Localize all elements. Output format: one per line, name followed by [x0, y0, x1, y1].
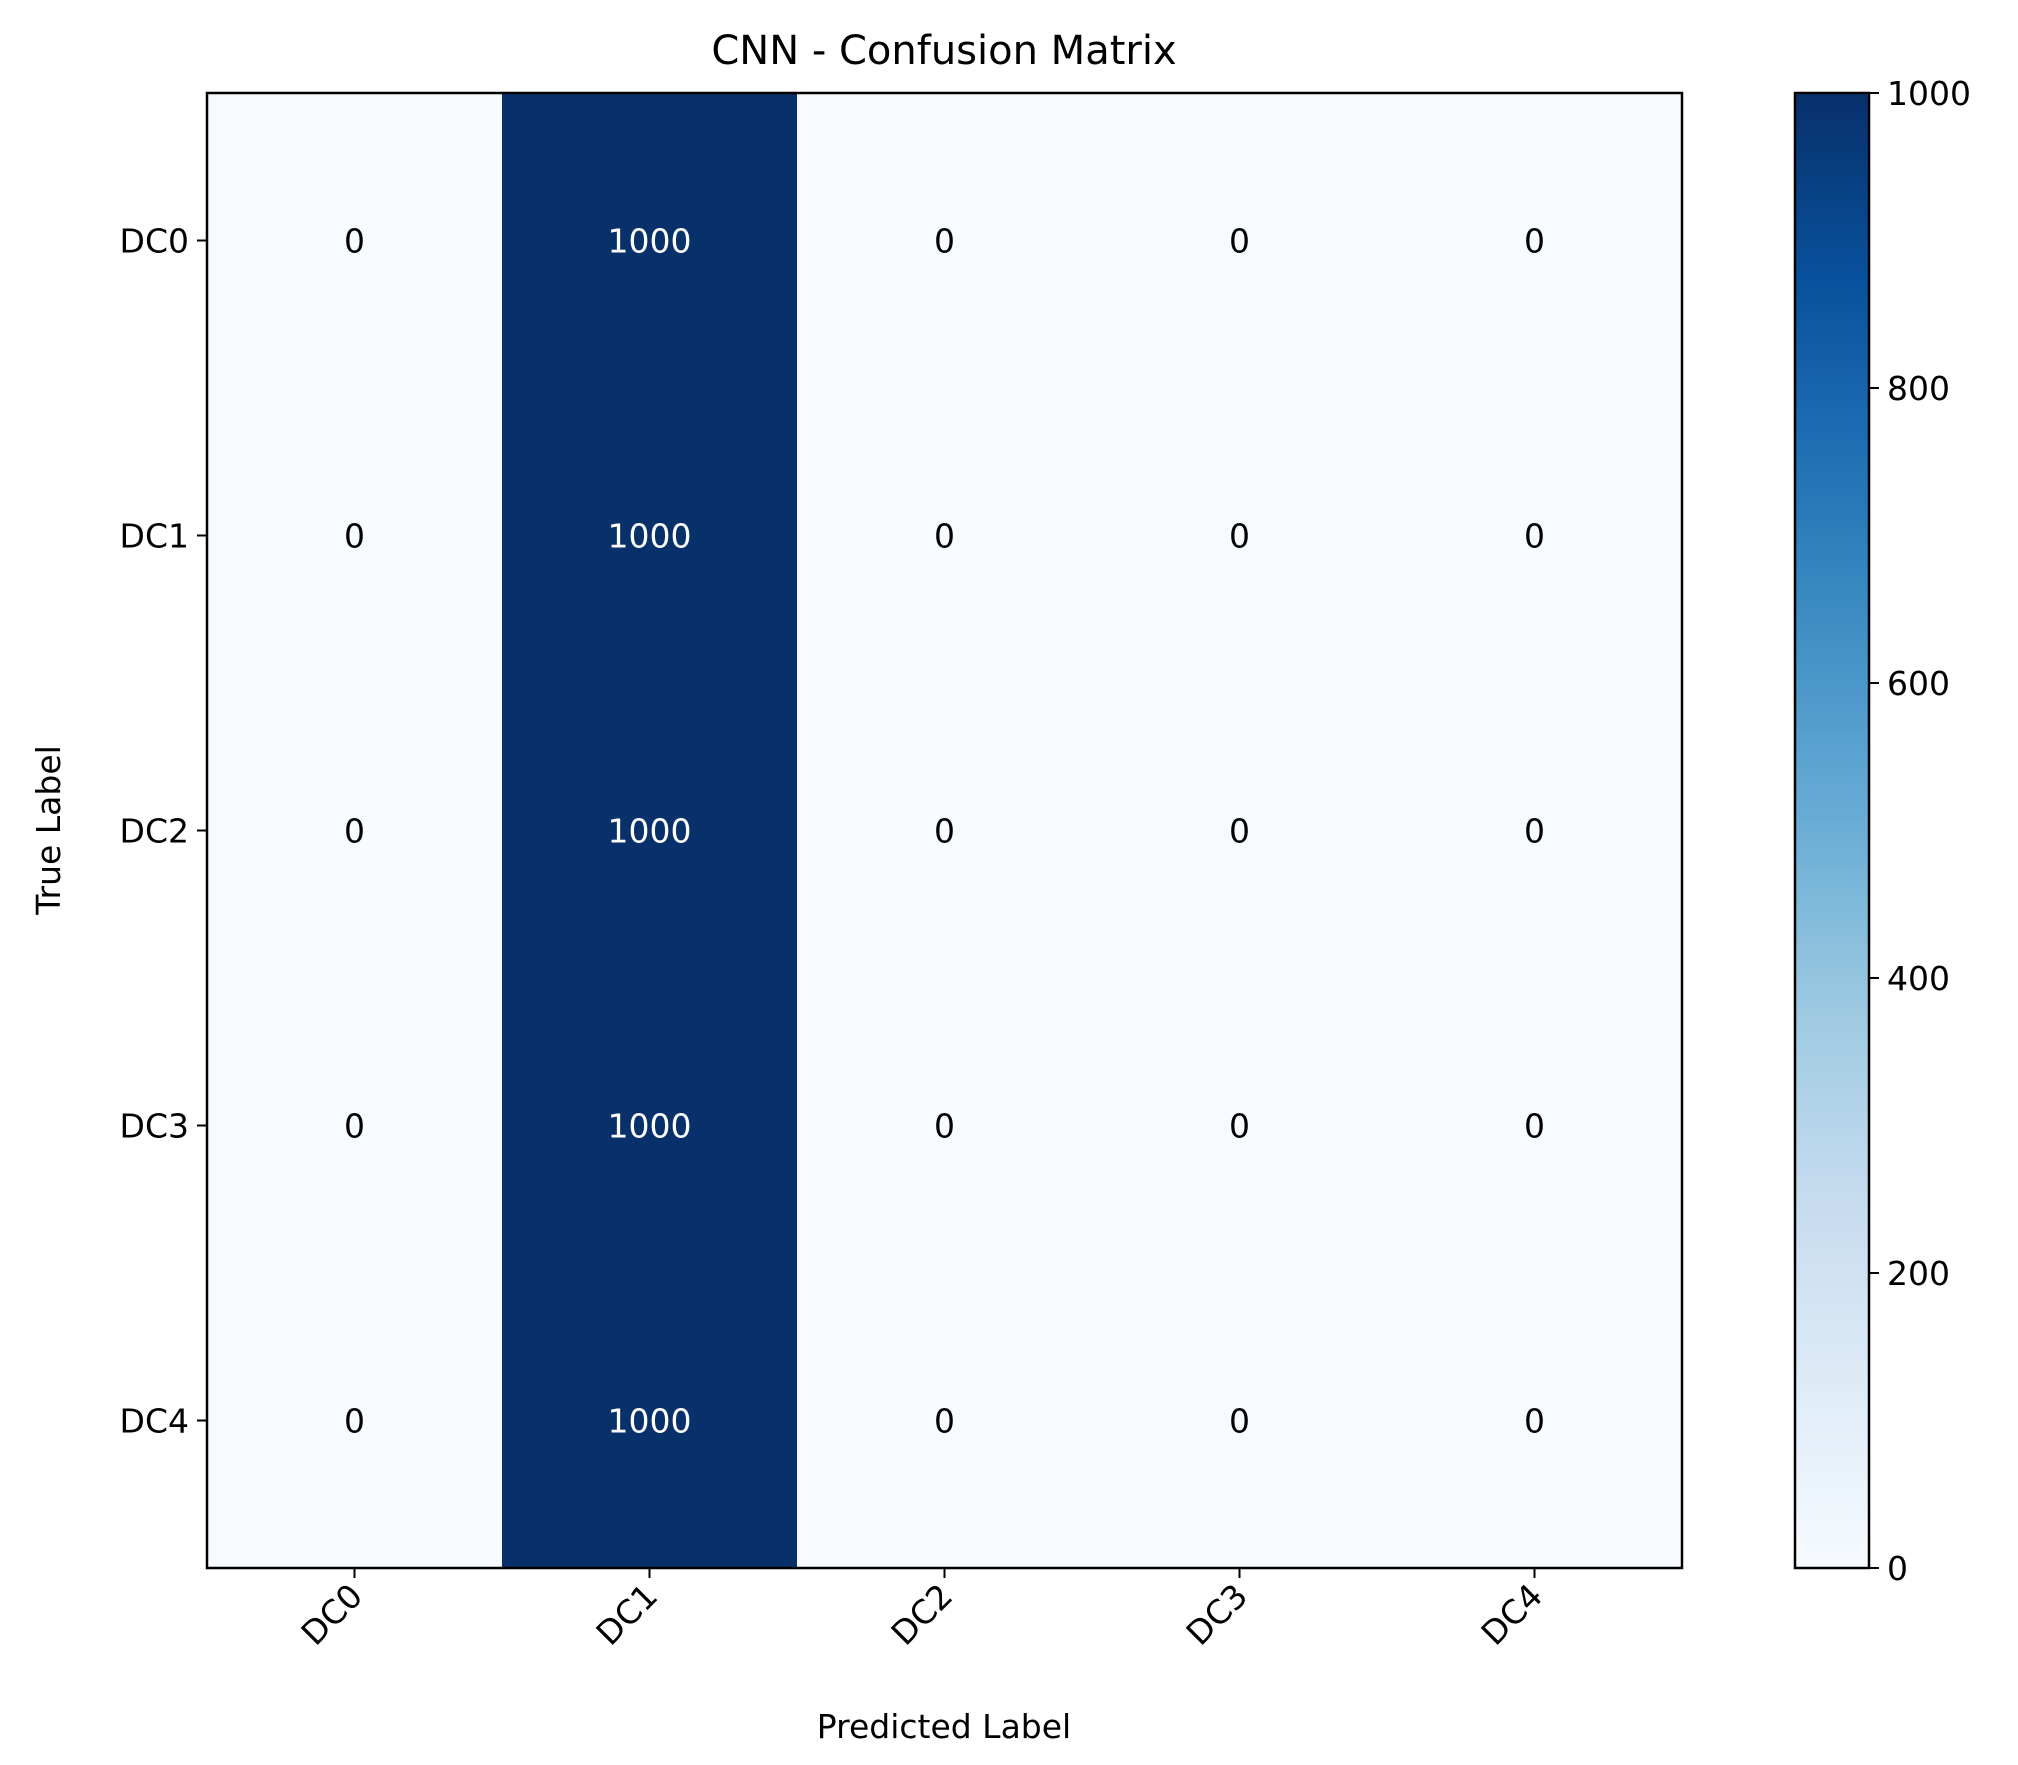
heatmap-cell [1092, 683, 1388, 979]
cell-value-label: 0 [1524, 812, 1545, 851]
y-axis-ticks: DC0 DC1 DC2 DC3 DC4 [120, 222, 207, 1441]
x-axis-label: Predicted Label [817, 1707, 1071, 1746]
y-tick-label: DC0 [120, 222, 189, 261]
heatmap-cell [502, 93, 798, 389]
heatmap-cell [1387, 683, 1683, 979]
cell-value-label: 0 [344, 222, 365, 261]
cell-value-label: 0 [934, 222, 955, 261]
cell-value-label: 1000 [608, 1402, 692, 1441]
x-tick-label: DC1 [588, 1576, 665, 1653]
heatmap-cell [1092, 978, 1388, 1274]
cell-value-label: 0 [344, 1107, 365, 1146]
y-tick-label: DC2 [120, 812, 189, 851]
colorbar-tick-label: 800 [1887, 369, 1950, 408]
cell-value-label: 0 [934, 517, 955, 556]
cell-value-label: 0 [344, 517, 365, 556]
x-tick-label: DC2 [883, 1576, 960, 1653]
heatmap-cell [502, 388, 798, 684]
heatmap-cell [1092, 388, 1388, 684]
heatmap-cell [207, 388, 503, 684]
cell-value-label: 1000 [608, 1107, 692, 1146]
colorbar-tick-label: 600 [1887, 664, 1950, 703]
cell-value-label: 1000 [608, 812, 692, 851]
cell-value-label: 0 [1524, 1107, 1545, 1146]
heatmap-cell [1387, 93, 1683, 389]
colorbar-ticks: 0 200 400 600 800 1000 [1869, 74, 1971, 1588]
cell-value-label: 0 [344, 812, 365, 851]
colorbar-tick-label: 400 [1887, 959, 1950, 998]
colorbar-tick-label: 0 [1887, 1549, 1908, 1588]
heatmap-cell-labels: 0 1000 0 0 0 0 1000 0 0 0 0 1000 0 0 0 0 1000 0 0 0 0 1000 0 0 0 [344, 222, 1545, 1441]
heatmap-cell [207, 978, 503, 1274]
x-tick-label: DC4 [1473, 1576, 1550, 1653]
heatmap-cell [207, 683, 503, 979]
heatmap-cell [207, 1273, 503, 1569]
heatmap-cell [502, 978, 798, 1274]
heatmap-cell [797, 93, 1093, 389]
cell-value-label: 0 [934, 1107, 955, 1146]
y-tick-label: DC3 [120, 1107, 189, 1146]
heatmap-cell [207, 93, 503, 389]
heatmap-cell [1092, 93, 1388, 389]
x-tick-label: DC0 [293, 1576, 370, 1653]
heatmap-cell [1387, 978, 1683, 1274]
heatmap-cell [1387, 388, 1683, 684]
heatmap-cell [797, 683, 1093, 979]
heatmap-cell [797, 1273, 1093, 1569]
heatmap-cell [1387, 1273, 1683, 1569]
cell-value-label: 0 [934, 1402, 955, 1441]
colorbar-tick-label: 1000 [1887, 74, 1971, 113]
x-tick-label: DC3 [1178, 1576, 1255, 1653]
cell-value-label: 0 [1229, 1107, 1250, 1146]
y-tick-label: DC4 [120, 1402, 189, 1441]
cell-value-label: 0 [1524, 1402, 1545, 1441]
heatmap-cell [797, 978, 1093, 1274]
colorbar-tick-label: 200 [1887, 1254, 1950, 1293]
chart-title: CNN - Confusion Matrix [711, 28, 1176, 74]
heatmap-cells [207, 93, 1683, 1569]
heatmap-cell [502, 683, 798, 979]
cell-value-label: 0 [1524, 517, 1545, 556]
heatmap-cell [797, 388, 1093, 684]
heatmap-cell [1092, 1273, 1388, 1569]
cell-value-label: 0 [1229, 517, 1250, 556]
cell-value-label: 0 [1229, 812, 1250, 851]
cell-value-label: 0 [934, 812, 955, 851]
cell-value-label: 0 [344, 1402, 365, 1441]
y-axis-label: True Label [29, 745, 68, 916]
cell-value-label: 0 [1524, 222, 1545, 261]
colorbar [1793, 91, 1871, 1570]
cell-value-label: 0 [1229, 1402, 1250, 1441]
x-axis-ticks: DC0 DC1 DC2 DC3 DC4 [293, 1568, 1550, 1653]
cell-value-label: 1000 [608, 517, 692, 556]
cell-value-label: 0 [1229, 222, 1250, 261]
y-tick-label: DC1 [120, 517, 189, 556]
cell-value-label: 1000 [608, 222, 692, 261]
heatmap-cell [502, 1273, 798, 1569]
